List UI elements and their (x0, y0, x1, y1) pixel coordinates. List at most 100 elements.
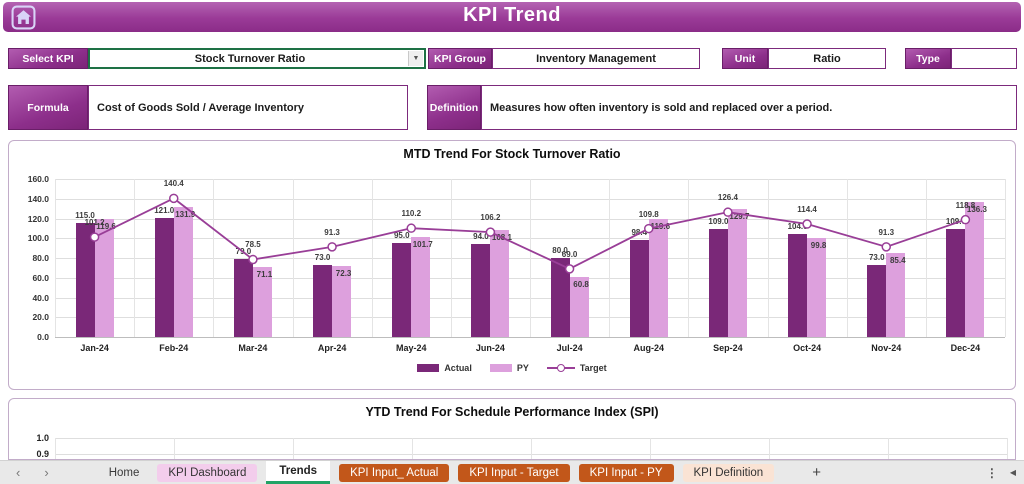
sheet-nav-forward-icon[interactable]: › (44, 465, 49, 480)
gridline (292, 179, 294, 337)
gridline (213, 179, 215, 337)
target-line (89, 193, 971, 274)
gridline (925, 179, 927, 337)
kpi-group-label: KPI Group (428, 48, 492, 69)
target-point (644, 223, 654, 234)
tab-kpi-input-target[interactable]: KPI Input - Target (458, 463, 570, 482)
actual-bar (233, 259, 253, 337)
py-bar (648, 218, 668, 337)
target-point (723, 207, 733, 217)
actual-bar (75, 223, 95, 337)
gridline (371, 179, 373, 337)
definition-label: Definition (427, 85, 481, 130)
y-axis-label: 60.0 (32, 272, 49, 283)
actual-value-label: 109.0 (945, 217, 966, 227)
tab-home[interactable]: Home (108, 466, 140, 479)
gridline (134, 179, 136, 337)
target-value-label: 126.4 (717, 193, 738, 203)
formula-label: Formula (8, 85, 88, 130)
legend-target: Target (546, 363, 607, 373)
actual-bar (946, 229, 966, 337)
legend-py: PY (489, 363, 529, 373)
x-axis-label: Dec-24 (950, 343, 981, 353)
y-axis-label: 120.0 (27, 213, 49, 224)
target-value-label: 69.0 (561, 249, 578, 259)
target-value-label: 106.2 (480, 213, 501, 223)
actual-bar (550, 258, 570, 337)
select-kpi-dropdown[interactable]: Stock Turnover Ratio ▼ (88, 48, 426, 69)
scroll-left-icon[interactable]: ◀ (1009, 468, 1016, 477)
type-label: Type (905, 48, 951, 69)
tab-trends[interactable]: Trends (266, 461, 331, 484)
gridline (688, 179, 690, 337)
x-axis-label: Jan-24 (80, 343, 109, 353)
py-value-label: 60.8 (573, 279, 589, 289)
ytd-trend-chart: YTD Trend For Schedule Performance Index… (8, 398, 1016, 460)
actual-value-label: 73.0 (314, 252, 331, 262)
x-axis-label: Mar-24 (238, 343, 268, 353)
sheet-nav-back-icon[interactable]: ‹ (16, 465, 21, 480)
unit-label: Unit (722, 48, 768, 69)
x-axis-label: Aug-24 (633, 343, 665, 353)
target-point (406, 223, 416, 233)
y-axis-label: 0.9 (36, 449, 49, 459)
gridline (55, 438, 56, 459)
mtd-chart-plot-area: 0.0 20.0 40.0 60.0 80.0 100.0 120.0 140.0 160.0 1… (28, 174, 1006, 353)
gridline (650, 438, 651, 459)
target-point (327, 242, 337, 252)
legend-swatch-icon (489, 364, 512, 372)
target-point (89, 232, 100, 242)
py-bar (807, 238, 827, 337)
mtd-chart-legend: Actual PY Target (9, 363, 1015, 373)
select-kpi-value: Stock Turnover Ratio (194, 52, 306, 65)
py-value-label: 119.6 (96, 221, 116, 231)
formula-value: Cost of Goods Sold / Average Inventory (88, 85, 408, 130)
target-value-label: 91.3 (878, 227, 895, 237)
actual-value-label: 109.0 (708, 217, 729, 227)
target-value-label: 110.2 (401, 209, 422, 219)
gridline (174, 438, 175, 459)
tab-kpi-dashboard[interactable]: KPI Dashboard (157, 463, 258, 482)
actual-value-label: 95.0 (393, 231, 410, 241)
page-title: KPI Trend (463, 4, 561, 26)
mtd-trend-chart: MTD Trend For Stock Turnover Ratio 0.0 20… (8, 140, 1016, 390)
legend-label: PY (516, 363, 529, 373)
tab-kpi-input-actual[interactable]: KPI Input_ Actual (339, 463, 450, 482)
mtd-chart-title: MTD Trend For Stock Turnover Ratio (403, 147, 621, 161)
target-value-label: 78.5 (245, 240, 261, 250)
legend-swatch-icon (417, 364, 440, 372)
target-value-label: 118.8 (955, 200, 976, 210)
actual-bar (154, 217, 174, 337)
gridline (55, 179, 56, 337)
actual-value-label: 94.0 (473, 232, 489, 242)
tab-kpi-definition[interactable]: KPI Definition (682, 463, 775, 482)
gridline (293, 438, 294, 459)
x-axis-label: Jun-24 (475, 343, 505, 353)
py-bar (252, 266, 272, 337)
py-bar (727, 208, 747, 337)
legend-line-marker-icon (546, 364, 575, 373)
tab-options-icon[interactable]: ⋮ (985, 465, 998, 480)
dropdown-arrow-icon[interactable]: ▼ (408, 51, 423, 66)
py-value-label: 72.3 (335, 268, 352, 278)
actual-bar (471, 244, 491, 337)
gridline (846, 179, 848, 337)
home-icon[interactable] (11, 5, 36, 30)
actual-value-label: 121.0 (154, 205, 175, 215)
sheet-tabs: Home KPI Dashboard Trends KPI Input_ Actual… (91, 461, 829, 484)
kpi-group-value: Inventory Management (492, 48, 700, 69)
target-value-label: 101.2 (84, 218, 105, 228)
ytd-chart-plot-area (55, 438, 1008, 459)
tab-kpi-input-py[interactable]: KPI Input - PY (578, 463, 674, 482)
actual-bar (313, 264, 333, 337)
py-bar (411, 236, 431, 337)
add-sheet-button[interactable]: + (812, 464, 821, 481)
gridline (450, 179, 452, 337)
py-bar (886, 252, 906, 337)
x-axis-label: Feb-24 (159, 343, 189, 353)
actual-value-label: 73.0 (868, 252, 885, 262)
py-bar (490, 230, 510, 337)
definition-value: Measures how often inventory is sold and… (481, 85, 1017, 130)
py-value-label: 131.9 (175, 209, 196, 219)
py-bar (173, 206, 193, 337)
